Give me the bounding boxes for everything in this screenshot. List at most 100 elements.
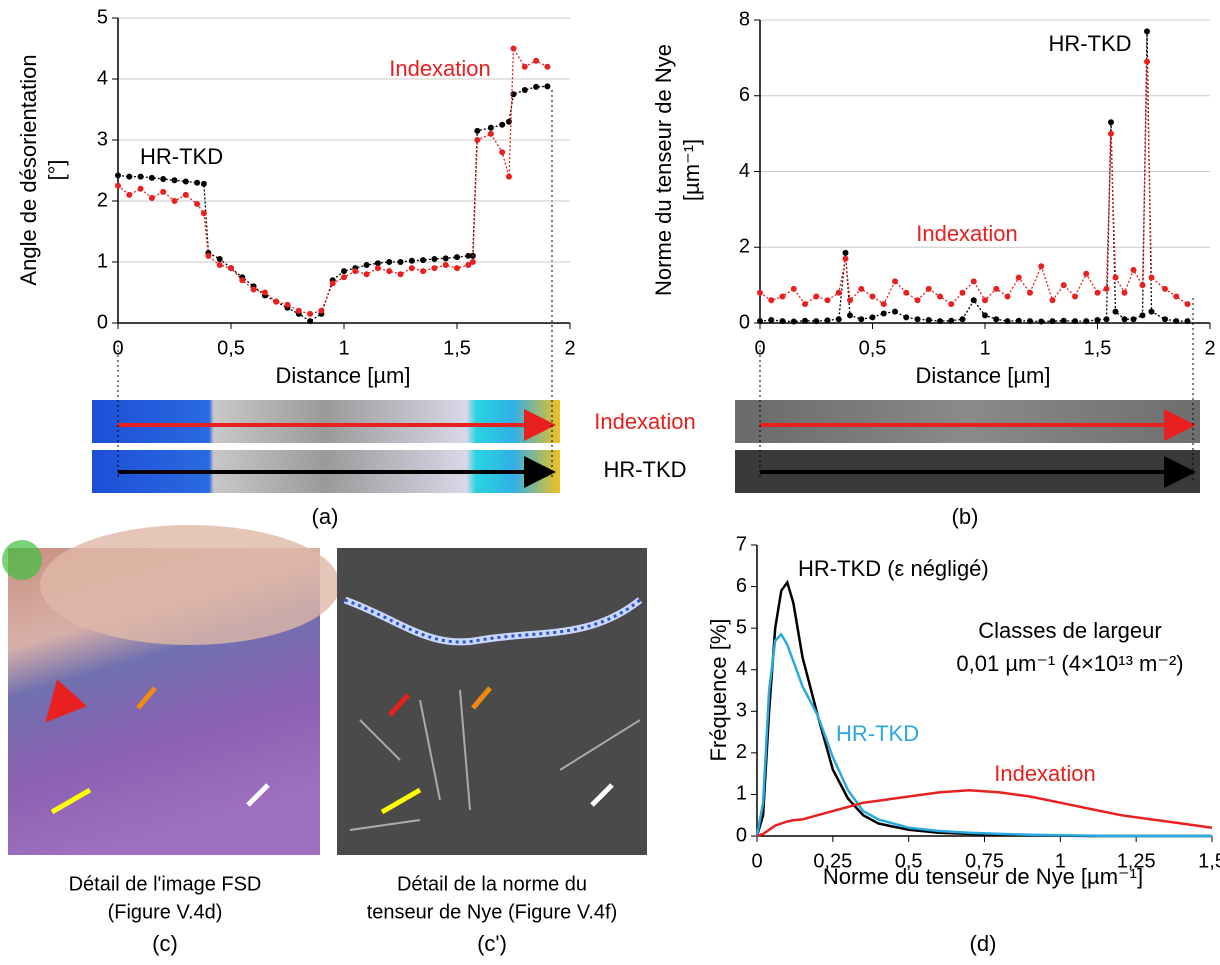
y-axis-label: Angle de désorientation [16,54,41,285]
data-point [768,297,775,304]
data-point [1144,58,1150,65]
data-point [352,268,359,275]
data-point [914,316,921,323]
data-point [408,265,415,272]
arrow [246,783,270,807]
x-tick-label: 0,5 [859,337,887,359]
data-point [115,172,121,179]
data-point [194,179,201,186]
data-point [363,262,370,269]
data-point [469,259,476,265]
data-point [228,265,234,272]
data-point [544,63,551,70]
series-label: HR-TKD [836,721,919,746]
caption: (Figure V.4d) [108,901,223,923]
data-point [1004,293,1011,300]
data-point [499,149,506,156]
data-point [1108,119,1114,126]
x-tick-label: 2 [1204,337,1215,359]
y-axis-label: Norme du tenseur de Nye [651,44,676,296]
data-point [937,293,943,300]
data-point [813,293,820,300]
x-axis-label: Distance [µm] [276,363,411,388]
data-point [216,262,223,269]
data-point [1144,28,1150,35]
arrow [471,686,492,710]
boundary [344,598,641,644]
x-tick-label: 0 [751,850,762,872]
y-tick-label: 6 [739,84,750,106]
data-point [465,252,472,259]
data-point [937,318,943,325]
x-tick-label: 0 [754,337,765,359]
y-axis-label: [°] [44,159,69,180]
y-tick-label: 0 [736,824,747,846]
data-point [1015,317,1022,324]
x-tick-label: 1,5 [1084,337,1112,359]
data-point [533,57,540,64]
data-point [1103,285,1110,292]
data-point [295,307,302,314]
data-point [768,316,775,323]
data-point [903,314,910,321]
arrow [136,686,157,710]
data-point [790,318,797,325]
data-point [329,280,336,287]
data-point [499,121,506,128]
x-tick-label: 1,5 [1198,850,1220,872]
annotation: Classes de largeur [978,618,1161,643]
data-point [505,173,512,180]
data-point [200,180,207,187]
data-point [420,268,427,275]
data-point [126,173,133,180]
caption: Détail de la norme du [397,873,587,895]
panel-label: (c') [477,931,507,956]
x-tick-label: 1 [1055,850,1066,872]
y-tick-label: 4 [739,160,750,182]
data-point [160,188,167,195]
data-point [148,194,155,201]
data-point [341,268,347,275]
data-point [1038,318,1045,325]
series-label: HR-TKD [140,144,223,169]
data-point [284,301,291,308]
data-point [171,198,178,204]
data-point [1083,318,1090,325]
data-point [341,274,347,281]
data-point [115,182,121,189]
data-point [374,265,381,272]
data-point [194,201,201,208]
data-point [993,316,1000,323]
data-point [1130,266,1137,273]
arrow [45,679,87,723]
data-point [1173,318,1180,325]
data-point [982,312,988,319]
data-point [1027,318,1033,325]
data-point [182,191,189,198]
data-point [510,45,517,52]
y-tick-label: 2 [97,189,108,211]
data-point [858,285,865,292]
data-point [521,86,528,93]
data-point [521,63,528,70]
data-point [847,312,853,319]
y-tick-label: 6 [736,575,747,597]
data-point [307,318,314,325]
x-tick-label: 0,5 [217,337,245,359]
data-point [948,301,955,308]
caption: tenseur de Nye (Figure V.4f) [367,901,618,923]
data-point [847,297,853,304]
data-point [363,271,370,278]
x-tick-label: 0,75 [965,850,1004,872]
map-strip [92,400,560,443]
data-point [386,268,393,275]
y-tick-label: 1 [736,783,747,805]
panel-label: (a) [312,504,339,529]
data-point [1130,316,1137,323]
y-tick-label: 1 [97,250,108,272]
series-line [759,31,1188,323]
data-point [431,255,438,262]
data-point [1094,316,1101,323]
data-point [148,174,155,181]
data-point [1112,308,1119,315]
